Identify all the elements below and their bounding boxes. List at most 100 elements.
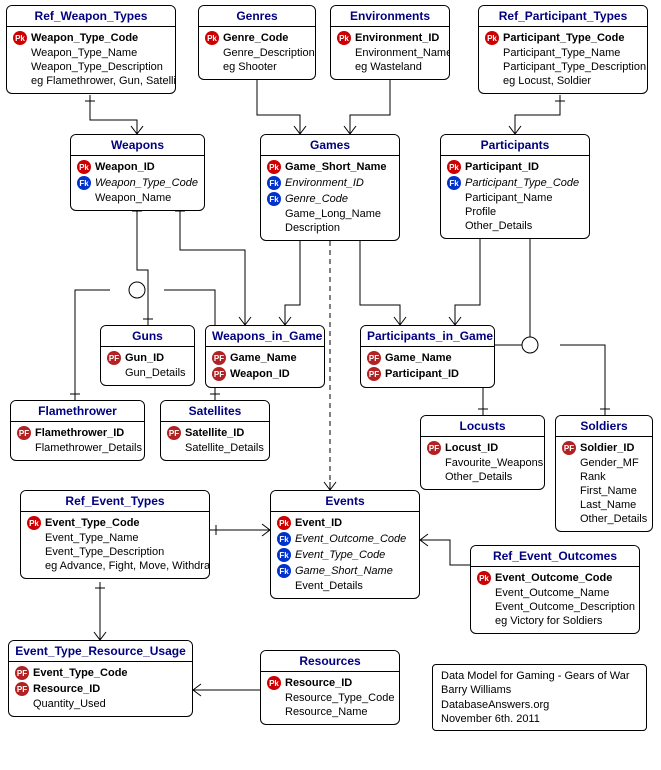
entity-environments: EnvironmentsPkEnvironment_IDEnvironment_… (330, 5, 450, 80)
fk-key-icon: Fk (77, 176, 91, 190)
attribute-label: Other_Details (445, 471, 512, 483)
attribute-row: PF Weapon_ID (210, 366, 320, 382)
attribute-row: Fk Weapon_Type_Code (75, 175, 200, 191)
attribute-row: Event_Type_Description (25, 545, 205, 559)
attribute-label: Gender_MF (580, 457, 639, 469)
entity-title: Weapons_in_Game (206, 326, 324, 347)
attribute-label: Event_Type_Code (295, 549, 385, 561)
attribute-row: eg Locust, Soldier (483, 74, 643, 88)
entity-title: Ref_Weapon_Types (7, 6, 175, 27)
attribute-row: Gender_MF (560, 456, 648, 470)
entity-event-type-resource-usage: Event_Type_Resource_UsagePFEvent_Type_Co… (8, 640, 193, 717)
pf-key-icon: PF (107, 351, 121, 365)
attribute-row: PFEvent_Type_Code (13, 665, 188, 681)
entity-ref-event-outcomes: Ref_Event_OutcomesPkEvent_Outcome_CodeEv… (470, 545, 640, 634)
pk-key-icon: Pk (277, 516, 291, 530)
attribute-row: Environment_Name (335, 46, 445, 60)
attribute-label: Participant_Type_Code (503, 32, 624, 44)
attribute-label: eg Shooter (223, 61, 277, 73)
attribute-row: eg Shooter (203, 60, 311, 74)
attribute-label: Game_Short_Name (285, 161, 387, 173)
attribute-row: Last_Name (560, 498, 648, 512)
attribute-label: Game_Short_Name (295, 565, 393, 577)
attribute-label: Participant_Name (465, 192, 552, 204)
entity-genres: GenresPkGenre_CodeGenre_Descriptioneg Sh… (198, 5, 316, 80)
attribute-row: PkGame_Short_Name (265, 159, 395, 175)
entity-body: PkWeapon_IDFkWeapon_Type_CodeWeapon_Name (71, 156, 204, 210)
attribute-row: Game_Long_Name (265, 207, 395, 221)
pk-key-icon: Pk (477, 571, 491, 585)
entity-ref-event-types: Ref_Event_TypesPkEvent_Type_CodeEvent_Ty… (20, 490, 210, 579)
attribute-row: eg Wasteland (335, 60, 445, 74)
attribute-label: Game_Name (230, 352, 297, 364)
entity-body: PkResource_IDResource_Type_CodeResource_… (261, 672, 399, 724)
entity-body: Pk Participant_Type_Code Participant_Type_… (479, 27, 647, 93)
attribute-label: Environment_ID (285, 177, 364, 189)
pf-key-icon: PF (212, 367, 226, 381)
pf-key-icon: PF (427, 441, 441, 455)
attribute-row: First_Name (560, 484, 648, 498)
fk-key-icon: Fk (267, 192, 281, 206)
attribute-label: Event_Outcome_Code (295, 533, 406, 545)
pk-key-icon: Pk (205, 31, 219, 45)
attribute-label: Satellite_Details (185, 442, 264, 454)
entity-title: Games (261, 135, 399, 156)
attribute-label: Event_ID (295, 517, 342, 529)
attribute-label: Weapon_Type_Code (31, 32, 138, 44)
attribute-row: Other_Details (425, 470, 540, 484)
footer-line: November 6th. 2011 (441, 712, 638, 726)
attribute-label: eg Locust, Soldier (503, 75, 591, 87)
entity-body: PkEvent_Type_CodeEvent_Type_NameEvent_Ty… (21, 512, 209, 578)
entity-title: Participants_in_Game (361, 326, 494, 347)
attribute-row: PFResource_ID (13, 681, 188, 697)
attribute-label: Event_Outcome_Name (495, 587, 609, 599)
attribute-row: PkEnvironment_ID (335, 30, 445, 46)
entity-body: PFLocust_IDFavourite_WeaponsOther_Detail… (421, 437, 544, 489)
pf-key-icon: PF (367, 367, 381, 381)
fk-key-icon: Fk (267, 176, 281, 190)
attribute-row: eg Advance, Fight, Move, Withdraw (25, 559, 205, 573)
entity-weapons-in-game: Weapons_in_Game PFGame_NamePF Weapon_ID (205, 325, 325, 388)
attribute-row: Resource_Name (265, 705, 395, 719)
pf-key-icon: PF (15, 666, 29, 680)
attribute-label: Participant_ID (385, 368, 459, 380)
entity-soldiers: SoldiersPFSoldier_IDGender_MFRankFirst_N… (555, 415, 653, 532)
attribute-row: PFGame_Name (365, 350, 490, 366)
attribute-row: PFSoldier_ID (560, 440, 648, 456)
attribute-row: eg Victory for Soldiers (475, 614, 635, 628)
footer-line: DatabaseAnswers.org (441, 698, 638, 712)
attribute-row: PkEvent_Outcome_Code (475, 570, 635, 586)
entity-ref-weapon-types: Ref_Weapon_TypesPkWeapon_Type_CodeWeapon… (6, 5, 176, 94)
attribute-label: Genre_Code (285, 193, 348, 205)
attribute-label: Satellite_ID (185, 427, 244, 439)
attribute-label: Participant_ID (465, 161, 539, 173)
attribute-label: Rank (580, 471, 606, 483)
attribute-label: Gun_ID (125, 352, 164, 364)
pk-key-icon: Pk (77, 160, 91, 174)
attribute-row: Quantity_Used (13, 697, 188, 711)
attribute-label: Description (285, 222, 340, 234)
attribute-label: Weapon_Name (95, 192, 171, 204)
attribute-row: Participant_Type_Name (483, 46, 643, 60)
attribute-row: Fk Environment_ID (265, 175, 395, 191)
pk-key-icon: Pk (485, 31, 499, 45)
attribute-row: PF Gun_ID (105, 350, 190, 366)
attribute-row: PFLocust_ID (425, 440, 540, 456)
attribute-row: Event_Outcome_Name (475, 586, 635, 600)
attribute-label: Weapon_ID (230, 368, 290, 380)
entity-title: Genres (199, 6, 315, 27)
attribute-label: eg Victory for Soldiers (495, 615, 602, 627)
entity-title: Weapons (71, 135, 204, 156)
attribute-label: Weapon_Type_Code (95, 177, 198, 189)
attribute-row: Flamethrower_Details (15, 441, 140, 455)
attribute-label: Profile (465, 206, 496, 218)
fk-key-icon: Fk (447, 176, 461, 190)
attribute-label: Event_Type_Code (45, 517, 140, 529)
entity-body: PkEnvironment_IDEnvironment_Nameeg Waste… (331, 27, 449, 79)
attribute-label: Weapon_Type_Description (31, 61, 163, 73)
attribute-row: PkResource_ID (265, 675, 395, 691)
pf-key-icon: PF (562, 441, 576, 455)
entity-body: PkEvent_IDFkEvent_Outcome_CodeFkEvent_Ty… (271, 512, 419, 598)
entity-title: Satellites (161, 401, 269, 422)
attribute-row: PFGame_Name (210, 350, 320, 366)
